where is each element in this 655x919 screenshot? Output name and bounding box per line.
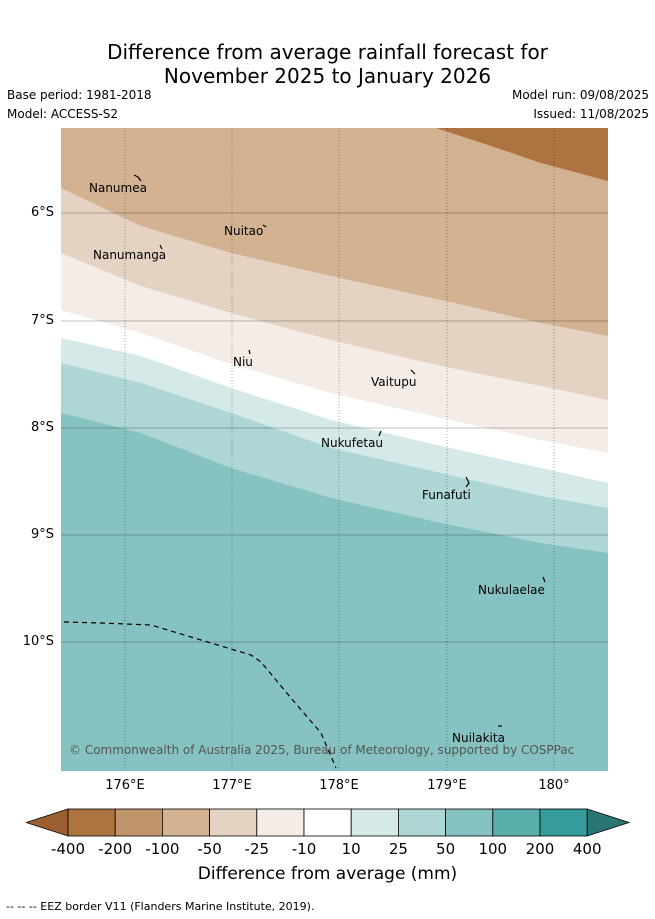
legend-swatch-extend-low bbox=[26, 808, 69, 837]
legend-swatch-extend-high bbox=[586, 808, 630, 837]
issued-date: Issued: 11/08/2025 bbox=[533, 107, 649, 121]
legend-tick-label: 100 bbox=[478, 840, 508, 858]
band-minus-200 bbox=[61, 128, 608, 181]
lat-label-9s: 9°S bbox=[30, 527, 54, 542]
lon-label-180: 180° bbox=[538, 778, 570, 793]
place-nuitao: Nuitao bbox=[224, 224, 264, 238]
place-niu: Niu bbox=[233, 355, 253, 369]
lat-label-7s: 7°S bbox=[30, 313, 54, 328]
legend-swatch bbox=[445, 808, 494, 837]
lat-label-6s: 6°S bbox=[30, 205, 54, 220]
place-nanumanga: Nanumanga bbox=[93, 248, 167, 262]
place-nanumea: Nanumea bbox=[89, 181, 147, 195]
lon-label-176e: 176°E bbox=[105, 778, 145, 793]
title-line-2: November 2025 to January 2026 bbox=[163, 64, 492, 88]
base-period: Base period: 1981-2018 bbox=[7, 88, 152, 102]
legend-colorbar bbox=[26, 808, 630, 837]
band-minus-50 bbox=[61, 128, 608, 336]
legend-swatch bbox=[114, 808, 163, 837]
legend-tick-label: 200 bbox=[525, 840, 555, 858]
legend-swatch bbox=[350, 808, 399, 837]
legend-tick-label: -50 bbox=[197, 840, 222, 858]
model-name: Model: ACCESS-S2 bbox=[7, 107, 119, 121]
map-title: Difference from average rainfall forecas… bbox=[0, 40, 655, 88]
title-line-1: Difference from average rainfall forecas… bbox=[107, 40, 548, 64]
model-run: Model run: 09/08/2025 bbox=[511, 88, 649, 102]
legend-swatch bbox=[209, 808, 258, 837]
legend-tick-label: 50 bbox=[436, 840, 456, 858]
legend-swatch bbox=[256, 808, 305, 837]
legend-swatch bbox=[539, 808, 588, 837]
rainfall-map bbox=[61, 128, 608, 771]
legend-tick-label: 10 bbox=[341, 840, 361, 858]
island-marks bbox=[133, 174, 546, 727]
place-vaitupu: Vaitupu bbox=[371, 375, 417, 389]
legend-swatch bbox=[303, 808, 352, 837]
legend-tick-label: -10 bbox=[291, 840, 317, 858]
lon-label-177e: 177°E bbox=[212, 778, 252, 793]
map-canvas bbox=[61, 128, 608, 771]
legend-title: Difference from average (mm) bbox=[197, 864, 458, 884]
lat-label-8s: 8°S bbox=[30, 420, 54, 435]
lat-gridlines bbox=[61, 212, 608, 643]
legend-tick-label: 400 bbox=[572, 840, 602, 858]
eez-footer-note: -- -- -- EEZ border V11 (Flanders Marine… bbox=[6, 900, 315, 913]
legend-swatches bbox=[26, 808, 630, 837]
copyright-notice: © Commonwealth of Australia 2025, Bureau… bbox=[69, 743, 575, 757]
legend-tick-label: -25 bbox=[244, 840, 270, 858]
place-funafuti: Funafuti bbox=[422, 488, 471, 502]
place-nuilakita: Nuilakita bbox=[452, 731, 505, 745]
legend-tick-label: 25 bbox=[388, 840, 408, 858]
legend-swatch bbox=[492, 808, 541, 837]
lon-label-178e: 178°E bbox=[319, 778, 359, 793]
place-nukufetau: Nukufetau bbox=[321, 436, 384, 450]
legend-swatch bbox=[161, 808, 210, 837]
legend-tick-label: -200 bbox=[98, 840, 133, 858]
place-nukulaelae: Nukulaelae bbox=[478, 583, 545, 597]
legend-swatch bbox=[397, 808, 446, 837]
lon-gridlines bbox=[124, 128, 555, 771]
eez-border bbox=[63, 621, 337, 769]
lon-label-179e: 179°E bbox=[427, 778, 467, 793]
lat-label-10s: 10°S bbox=[22, 634, 54, 649]
legend-tick-label: -100 bbox=[145, 840, 180, 858]
legend-tick-label: -400 bbox=[50, 840, 86, 858]
legend-swatch bbox=[67, 808, 116, 837]
